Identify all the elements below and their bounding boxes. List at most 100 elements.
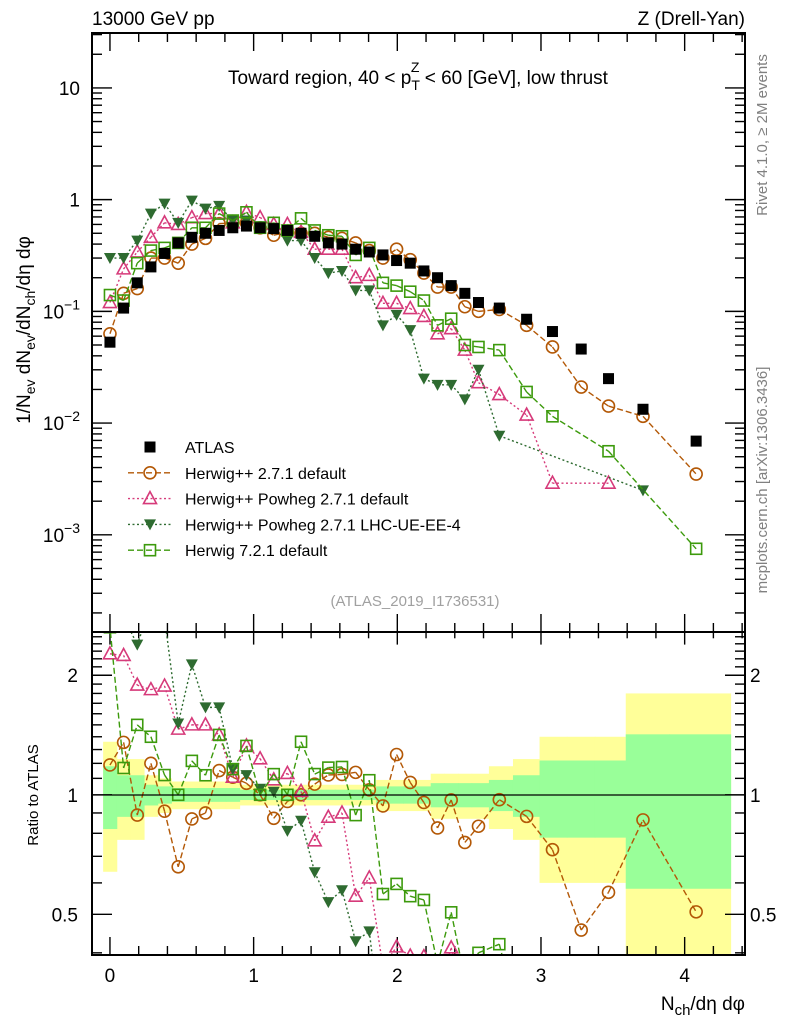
main-plot-series (102, 195, 703, 556)
x-tick-label: 0 (105, 966, 116, 987)
data-point (186, 231, 198, 243)
data-point (158, 198, 171, 210)
square-marker (603, 373, 615, 385)
ylabel-sub: ch (22, 291, 38, 306)
data-point (431, 379, 444, 391)
ratio-point (143, 680, 159, 696)
ratio-point (130, 718, 144, 732)
ratio-point (347, 887, 364, 902)
open-square-marker (143, 543, 157, 557)
data-point (637, 403, 649, 415)
data-point (102, 293, 118, 309)
open-square-marker (546, 410, 559, 423)
open-triangle-marker (170, 215, 187, 231)
ratio-line (341, 771, 356, 776)
data-point (404, 325, 417, 337)
square-marker (322, 237, 334, 249)
open-triangle-marker (388, 938, 405, 953)
open-square-marker (458, 338, 472, 352)
ratio-line (382, 883, 398, 895)
filled-triangle-marker (376, 320, 389, 332)
data-point (361, 266, 378, 282)
legend-marker (143, 465, 157, 480)
y-tick-label: 10−3 (43, 520, 80, 547)
filled-triangle-marker (335, 885, 348, 897)
open-square-marker (362, 773, 376, 787)
data-point (445, 280, 457, 292)
data-point (281, 224, 293, 236)
open-triangle-marker (443, 939, 460, 954)
series-line (123, 240, 138, 259)
y-tick-base: 10 (43, 526, 64, 547)
ratio-point (224, 768, 241, 784)
ratio-line (355, 877, 370, 897)
ratio-point (493, 937, 506, 951)
square-marker (391, 255, 403, 267)
ratio-line (464, 825, 480, 843)
data-point (227, 222, 239, 234)
open-square-marker (403, 285, 417, 298)
ratio-point (492, 792, 507, 807)
legend-label: Herwig 7.2.1 default (185, 543, 328, 560)
filled-triangle-marker (335, 265, 348, 277)
ratio-point (156, 677, 173, 692)
open-square-marker (144, 730, 158, 744)
open-triangle-marker (491, 385, 508, 401)
x-tick-label: 2 (392, 966, 403, 987)
data-point (252, 208, 268, 224)
series-line (191, 237, 206, 245)
data-point (363, 246, 375, 258)
data-point (349, 285, 362, 297)
data-point (404, 257, 416, 269)
ratio-line (232, 776, 247, 784)
square-marker (281, 224, 293, 236)
square-marker (309, 230, 321, 242)
ratio-line (450, 912, 461, 955)
ratio-point (321, 768, 336, 782)
open-triangle-marker (416, 307, 432, 323)
open-square-marker (130, 256, 144, 270)
square-marker (575, 343, 587, 355)
y-tick-label: 10−2 (43, 408, 80, 435)
ratio-point (348, 765, 363, 780)
ratio-point (320, 808, 337, 824)
data-point (520, 385, 533, 399)
y-tick-label: 1 (69, 191, 80, 212)
ratio-point (171, 860, 186, 874)
open-circle-marker (430, 821, 445, 835)
data-point (104, 336, 116, 348)
ratio-line (436, 799, 452, 829)
square-marker (240, 220, 252, 232)
filled-triangle-marker (295, 815, 308, 827)
open-triangle-marker (456, 341, 473, 356)
ratio-point (129, 676, 146, 691)
open-circle-marker (143, 465, 157, 480)
data-point (350, 243, 362, 255)
data-point (470, 374, 487, 389)
ratio-point (185, 754, 199, 768)
open-square-marker (444, 906, 458, 919)
open-square-marker (417, 294, 431, 307)
open-triangle-marker (347, 887, 364, 902)
data-point (268, 223, 280, 235)
ratio-point (471, 819, 486, 834)
ratio-line (580, 891, 610, 931)
open-circle-marker (689, 467, 703, 481)
filled-triangle-marker (185, 659, 198, 671)
data-point (443, 319, 460, 335)
ratio-line (218, 769, 234, 778)
open-square-marker (376, 276, 390, 290)
data-point (390, 279, 403, 292)
data-point (459, 287, 471, 299)
open-triangle-marker (102, 293, 118, 309)
data-point (402, 299, 419, 315)
filled-triangle-marker (185, 195, 198, 207)
ratio-band-stat (669, 734, 732, 889)
open-triangle-marker (293, 782, 309, 798)
square-marker (546, 326, 558, 338)
open-triangle-marker (279, 764, 296, 780)
data-point (493, 430, 506, 442)
square-marker (131, 277, 143, 289)
series-line (245, 211, 261, 229)
square-marker (144, 441, 156, 453)
